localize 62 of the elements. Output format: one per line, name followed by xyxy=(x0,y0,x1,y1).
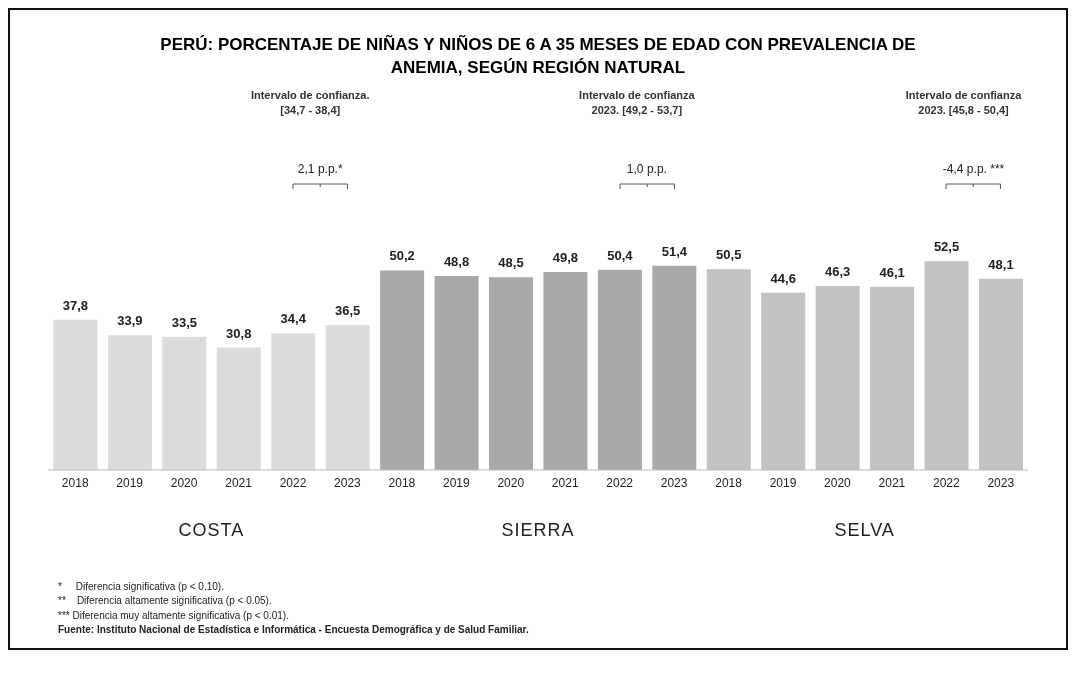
bar xyxy=(271,333,316,470)
bar xyxy=(380,270,425,470)
text: 1,0 p.p. xyxy=(625,161,668,176)
x-tick-label: 2018 xyxy=(715,475,743,490)
x-tick-label: 2020 xyxy=(170,475,198,490)
bar xyxy=(489,277,533,470)
data-label: 33,9 xyxy=(117,313,143,329)
text: *** Diferencia muy altamente significativa (p < 0.01). xyxy=(58,608,290,623)
data-label: 52,5 xyxy=(933,239,960,255)
x-tick-label: 2018 xyxy=(388,475,416,490)
bar xyxy=(543,271,588,470)
text: ** Diferencia altamente significativa (p < 0.05). xyxy=(58,594,273,609)
data-label: 46,1 xyxy=(879,264,905,280)
data-label: 51,4 xyxy=(661,243,688,259)
data-label: 30,8 xyxy=(226,325,252,341)
text: * Diferencia significativa (p < 0.10). xyxy=(58,579,225,594)
text: Intervalo de confianza. [34,7 - 38,4] xyxy=(249,87,371,118)
x-tick-label: 2023 xyxy=(987,475,1015,490)
text: Intervalo de confianza 2023. [45,8 - 50,4] xyxy=(904,87,1023,118)
x-tick-label: 2021 xyxy=(225,475,253,490)
text: SIERRA xyxy=(500,519,576,541)
text: COSTA xyxy=(177,519,246,541)
x-tick-label: 2021 xyxy=(551,475,579,490)
chart-title: PERÚ: PORCENTAJE DE NIÑAS Y NIÑOS DE 6 A 35 MESES DE EDAD CON PREVALENCIA DE ANEMIA, SEGÚN REGIÓN NATURAL xyxy=(159,34,917,79)
text: 2,1 p.p.* xyxy=(296,161,344,176)
data-label: 50,5 xyxy=(716,247,742,263)
x-tick-label: 2019 xyxy=(442,475,470,490)
bar xyxy=(434,275,479,470)
data-label: 50,4 xyxy=(607,247,634,263)
data-label: 48,1 xyxy=(988,256,1014,272)
text: SELVA xyxy=(833,519,896,541)
x-tick-label: 2022 xyxy=(932,475,960,490)
data-label: 46,3 xyxy=(825,263,851,279)
text: -4,4 p.p. *** xyxy=(941,161,1006,176)
x-tick-label: 2023 xyxy=(660,475,688,490)
x-tick-label: 2020 xyxy=(497,475,525,490)
x-tick-label: 2020 xyxy=(824,475,852,490)
source-note: Fuente: Instituto Nacional de Estadística e Informática - Encuesta Demográfica y de Salud Familiar. xyxy=(58,623,530,638)
x-tick-label: 2023 xyxy=(334,475,362,490)
data-label: 33,5 xyxy=(171,314,197,330)
bar xyxy=(216,347,261,470)
data-label: 50,2 xyxy=(389,248,415,264)
x-tick-label: 2021 xyxy=(878,475,906,490)
x-tick-label: 2019 xyxy=(116,475,144,490)
data-label: 49,8 xyxy=(552,249,579,265)
x-tick-label: 2022 xyxy=(279,475,307,490)
text: Intervalo de confianza 2023. [49,2 - 53,7] xyxy=(578,87,696,118)
bar xyxy=(53,319,98,470)
data-label: 36,5 xyxy=(335,302,361,318)
data-label: 48,8 xyxy=(443,253,470,269)
bar xyxy=(652,265,697,470)
x-tick-label: 2022 xyxy=(606,475,634,490)
data-label: 44,6 xyxy=(770,270,796,286)
bar xyxy=(107,335,152,470)
data-label: 34,4 xyxy=(280,311,307,327)
bar xyxy=(162,336,207,470)
x-tick-label: 2018 xyxy=(61,475,89,490)
x-tick-label: 2019 xyxy=(769,475,797,490)
data-label: 48,5 xyxy=(498,255,524,271)
bar xyxy=(597,269,642,470)
bar xyxy=(325,324,370,470)
data-label: 37,8 xyxy=(62,297,89,313)
